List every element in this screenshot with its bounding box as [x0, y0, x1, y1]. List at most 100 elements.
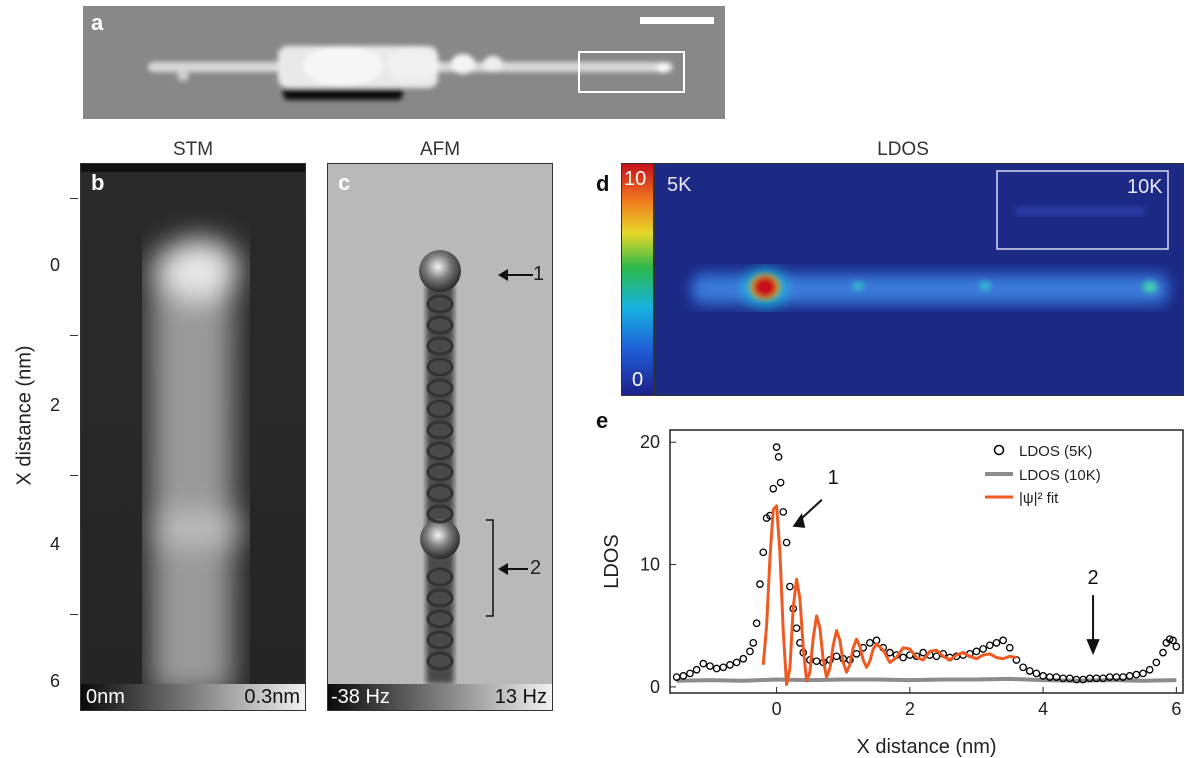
afm-bead [426, 588, 454, 608]
panel-d-cbar-max: 10 [624, 168, 647, 190]
ldos-5k-point [992, 638, 1001, 647]
panel-c-label: c [338, 170, 351, 195]
ldos-5k-point [779, 508, 788, 516]
panel-b-label: b [91, 170, 105, 195]
ldos-5k-point [786, 582, 794, 591]
afm-bead [426, 378, 454, 398]
ldos-5k-point [774, 453, 783, 461]
panel-b-ytick-mark [70, 614, 78, 615]
ldos-5k-point [759, 548, 768, 557]
panel-d-10k-label: 10K [1127, 176, 1163, 198]
ldos-5k-point [772, 443, 781, 451]
ldos-5k-point [792, 624, 801, 633]
ldos-5k-point [732, 658, 741, 667]
ldos-5k-point [699, 659, 708, 668]
afm-bead [426, 483, 454, 503]
panel-c-image [328, 164, 552, 710]
ldos-5k-point [1005, 643, 1014, 652]
ldos-5k-point [979, 645, 987, 653]
afm-bead [426, 504, 454, 524]
legend-ldos-10k-label: LDOS (10K) [1019, 467, 1101, 484]
afm-chain [419, 250, 461, 559]
ldos-5k-point [752, 619, 761, 628]
ldos-5k-point [919, 648, 928, 657]
afm-bead [426, 651, 454, 671]
panel-d-colorbar [621, 163, 654, 396]
panel-b-ytick-mark [70, 198, 78, 199]
x-tick-label: 0 [772, 699, 782, 719]
ldos-5k-point [692, 665, 701, 674]
panel-b-colorbar [81, 684, 305, 710]
ldos-5k-point [756, 580, 764, 588]
ldos-5k-point [932, 652, 941, 661]
ldos-5k-point [1145, 665, 1154, 674]
y-axis-label: LDOS [601, 534, 623, 588]
panel-c-marker-1: 1 [533, 263, 545, 285]
ldos-5k-point [1169, 636, 1177, 645]
panel-a-image [83, 6, 725, 119]
ldos-5k-point [1125, 672, 1134, 680]
legend-fit-label: |ψ|² fit [1019, 490, 1059, 507]
ldos-5k-point [1165, 635, 1174, 644]
panel-d-5k-label: 5K [667, 174, 692, 196]
ldos-5k-point [886, 648, 894, 657]
ldos-5k-point [719, 663, 728, 672]
ldos-5k-point [1159, 648, 1167, 657]
x-axis-label: X distance (nm) [856, 736, 996, 758]
ldos-5k-point [1139, 669, 1147, 678]
legend-ldos-5k-label: LDOS (5K) [1019, 443, 1092, 460]
chart-marker-1: 1 [828, 467, 839, 489]
afm-bead [426, 630, 454, 650]
panel-b-title: STM [172, 139, 214, 160]
ldos-5k-point [686, 669, 694, 678]
ldos-5k-point [1152, 658, 1161, 667]
ldos-5k-point [832, 652, 841, 661]
afm-bead [426, 462, 454, 482]
plot-frame [669, 429, 1184, 694]
panel-c-title: AFM [419, 139, 461, 160]
ldos-5k-point [912, 652, 921, 661]
ldos-5k-point [706, 662, 714, 670]
afm-bead [426, 357, 454, 377]
ldos-5k-point [866, 638, 874, 647]
ldos-5k-point [899, 653, 908, 662]
panel-b-cbar-min: 0nm [86, 686, 125, 708]
panel-e-label: e [596, 408, 609, 433]
panel-b-ytick: 2 [50, 395, 61, 415]
panel-b: b 0nm 0.3nm [80, 163, 306, 711]
afm-bead [426, 567, 454, 587]
afm-bead [426, 294, 454, 314]
y-tick-label: 10 [640, 555, 660, 575]
afm-bead [426, 399, 454, 419]
ldos-5k-point [726, 661, 734, 669]
panel-a: a [83, 6, 725, 119]
ldos-5k-point [782, 538, 791, 547]
ldos-5k-point [1039, 672, 1047, 680]
legend-ldos-5k-marker [993, 444, 1005, 456]
panel-d-heatmap: 5K 10K [654, 163, 1184, 396]
arrow-2-head [1086, 639, 1100, 656]
panel-d-cbar-min: 0 [632, 369, 644, 391]
series-fit-line [761, 504, 1017, 686]
ldos-5k-point [1025, 667, 1034, 675]
panel-c-cbar-max: 13 Hz [494, 686, 547, 708]
y-tick-label: 20 [640, 432, 660, 452]
y-tick-label: 0 [650, 677, 660, 697]
ldos-5k-point [679, 672, 688, 680]
panel-b-image [81, 164, 305, 694]
panel-c-cbar-min: -38 Hz [331, 686, 390, 708]
ldos-5k-point [739, 654, 748, 663]
x-tick-label: 2 [905, 699, 915, 719]
panel-d-title: LDOS [877, 139, 929, 160]
panel-b-ytick: 0 [50, 255, 61, 275]
panel-b-ylabel: X distance (nm) [13, 345, 36, 486]
afm-bead [426, 315, 454, 335]
ldos-5k-point [985, 641, 994, 650]
afm-bead [426, 420, 454, 440]
panel-b-ytick: 4 [50, 534, 61, 554]
ldos-5k-point [852, 650, 861, 658]
panel-b-ytick-mark [70, 335, 78, 336]
series-ldos-10k-line [676, 676, 1177, 683]
panel-b-ytick: 6 [50, 671, 61, 691]
panel-e-chart: 0 2 4 6 0 10 20 X distance (nm) LDOS 1 2 LDOS (5K) L… [601, 429, 1184, 758]
